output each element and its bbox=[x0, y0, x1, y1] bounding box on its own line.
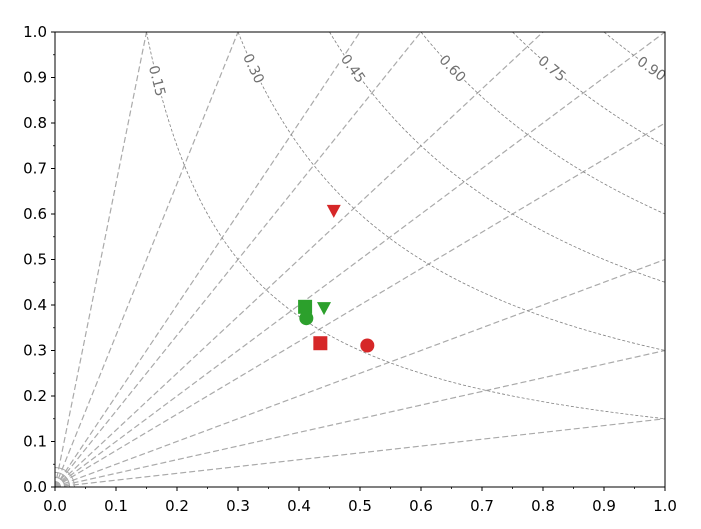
contour-label-bg bbox=[435, 50, 471, 87]
x-tick-label: 0.8 bbox=[531, 497, 555, 515]
contour-line-0.45 bbox=[329, 32, 665, 283]
origin-arc-1 bbox=[55, 476, 66, 487]
contour-labels: 0.15 0.30 0.45 0.60 0.75 0.90 bbox=[144, 50, 671, 99]
y-tick-label: 0.2 bbox=[23, 387, 47, 405]
y-tick-label: 0.7 bbox=[23, 160, 47, 178]
triangle-down-marker-4-0 bbox=[317, 302, 332, 316]
y-tick-label: 0.9 bbox=[23, 69, 47, 87]
contour-line-0.30 bbox=[237, 32, 665, 351]
circle-marker-5-0 bbox=[299, 311, 314, 326]
contour-label-0.75: 0.75 bbox=[535, 53, 569, 85]
axes: 0.0 0.1 0.2 0.3 0.4 0.5 0.6 0.7 0.8 0.9 1.0 0.0 0.1 0… bbox=[23, 23, 677, 515]
radial-line-4 bbox=[55, 32, 665, 487]
contour-label-0.30: 0.30 bbox=[239, 51, 267, 86]
contour-label-0.60: 0.60 bbox=[436, 52, 469, 86]
y-tick-label: 0.1 bbox=[23, 433, 47, 451]
x-tick-label: 0.6 bbox=[409, 497, 433, 515]
contour-label-bg bbox=[633, 51, 671, 85]
radial-line-7 bbox=[55, 32, 361, 487]
y-tick-label: 0.0 bbox=[23, 478, 47, 496]
y-tick-label: 0.6 bbox=[23, 205, 47, 223]
radial-line-8 bbox=[55, 32, 239, 487]
contour-label-bg bbox=[238, 50, 269, 87]
y-tick-label: 0.5 bbox=[23, 251, 47, 269]
x-tick-label: 0.3 bbox=[226, 497, 250, 515]
data-markers bbox=[298, 204, 375, 353]
x-tick-label: 0.7 bbox=[470, 497, 494, 515]
radial-line-9 bbox=[55, 32, 148, 487]
radial-line-0 bbox=[55, 418, 665, 487]
circle-marker-1-0 bbox=[360, 338, 375, 353]
triangle-down-marker-0-0 bbox=[326, 204, 341, 218]
y-tick-label: 0.4 bbox=[23, 296, 47, 314]
radial-line-5 bbox=[55, 32, 544, 487]
square-marker-3-0 bbox=[298, 299, 313, 314]
contour-lines bbox=[146, 32, 665, 420]
y-tick-label: 0.8 bbox=[23, 114, 47, 132]
x-tick-label: 1.0 bbox=[653, 497, 677, 515]
radial-line-1 bbox=[55, 349, 665, 487]
x-tick-label: 0.1 bbox=[104, 497, 128, 515]
contour-label-bg bbox=[336, 50, 370, 87]
radial-guide-lines bbox=[55, 32, 665, 487]
x-tick-label: 0.4 bbox=[287, 497, 311, 515]
contour-label-bg bbox=[534, 51, 571, 86]
x-tick-label: 0.2 bbox=[165, 497, 189, 515]
contour-label-0.15: 0.15 bbox=[145, 64, 168, 98]
x-tick-label: 0.0 bbox=[43, 497, 67, 515]
origin-arc-3 bbox=[55, 466, 76, 487]
contour-label-0.90: 0.90 bbox=[634, 54, 669, 85]
square-marker-2-0 bbox=[313, 336, 328, 351]
contour-line-0.75 bbox=[512, 32, 665, 147]
contour-label-0.45: 0.45 bbox=[337, 52, 368, 87]
radial-line-2 bbox=[55, 258, 665, 487]
origin-arc-2 bbox=[55, 471, 71, 487]
contour-line-0.15 bbox=[146, 32, 665, 420]
radial-line-3 bbox=[55, 122, 665, 487]
x-tick-label: 0.9 bbox=[592, 497, 616, 515]
x-tick-label: 0.5 bbox=[348, 497, 372, 515]
y-tick-label: 0.3 bbox=[23, 342, 47, 360]
y-tick-label: 1.0 bbox=[23, 23, 47, 41]
contour-label-bg bbox=[144, 63, 171, 99]
